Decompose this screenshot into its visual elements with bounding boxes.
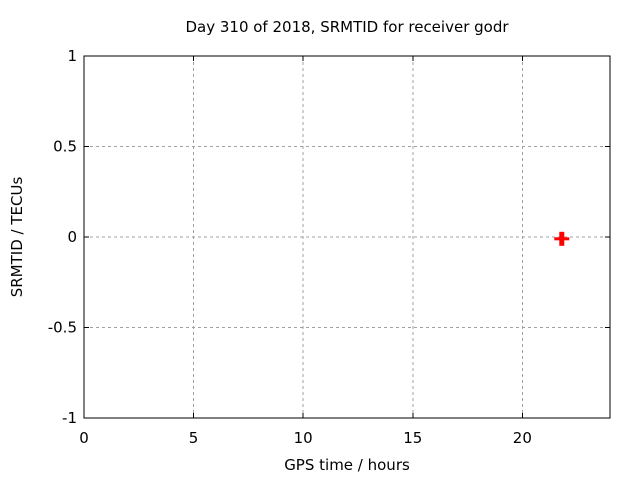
x-tick-label: 5 <box>189 429 199 447</box>
data-point-marker <box>554 231 570 246</box>
axis-tick-marks <box>83 55 610 419</box>
chart-title: Day 310 of 2018, SRMTID for receiver god… <box>185 18 509 36</box>
x-tick-label: 10 <box>294 429 313 447</box>
y-tick-label: -1 <box>62 409 77 427</box>
x-axis-tick-labels: 0 5 10 15 20 <box>79 429 532 447</box>
x-tick-label: 15 <box>403 429 422 447</box>
x-tick-label: 20 <box>513 429 532 447</box>
y-tick-label: -0.5 <box>48 319 77 337</box>
x-axis-label: GPS time / hours <box>284 456 410 474</box>
x-tick-label: 0 <box>79 429 89 447</box>
y-tick-label: 1 <box>67 47 77 65</box>
y-tick-label: 0 <box>67 228 77 246</box>
gridlines <box>84 56 610 418</box>
y-axis-label: SRMTID / TECUs <box>8 177 26 298</box>
y-axis-tick-labels: -1 -0.5 0 0.5 1 <box>48 47 77 427</box>
marker-vertical-bar <box>559 231 565 246</box>
y-tick-label: 0.5 <box>53 138 77 156</box>
data-points <box>554 231 570 246</box>
